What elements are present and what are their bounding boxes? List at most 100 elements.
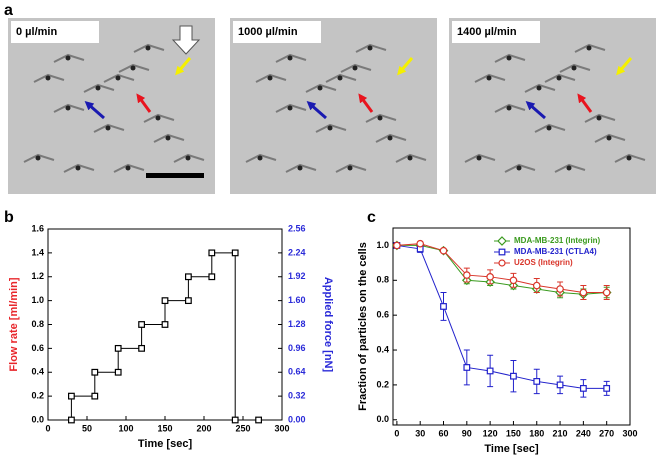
plot-frame [392, 227, 631, 426]
cell [315, 123, 347, 133]
particle [476, 155, 482, 161]
y-tick-label: 1.6 [31, 223, 44, 233]
particle [287, 105, 293, 111]
particle [486, 75, 492, 81]
point [393, 241, 401, 250]
x-tick-label: 60 [439, 428, 449, 438]
y2-tick-label: 0.00 [288, 414, 306, 424]
point [463, 364, 471, 371]
cell [23, 153, 55, 163]
particle [155, 115, 161, 121]
point [208, 273, 216, 281]
cell [118, 63, 150, 73]
particle [571, 65, 577, 71]
y-tick-label: 0.2 [376, 379, 389, 389]
cell [544, 73, 576, 83]
particle [165, 135, 171, 141]
particle [65, 55, 71, 61]
cell [494, 53, 526, 63]
cell [464, 153, 496, 163]
legend-marker [498, 259, 506, 267]
particle [606, 135, 612, 141]
particle [347, 165, 353, 171]
label-box [452, 21, 540, 43]
label-box [233, 21, 321, 43]
point [532, 281, 541, 290]
particle [257, 155, 263, 161]
y-tick-label: 0.0 [31, 414, 44, 424]
x-tick-label: 120 [483, 428, 498, 438]
cell [33, 73, 65, 83]
point [138, 321, 146, 328]
point [231, 416, 239, 424]
y2-tick-label: 2.56 [288, 223, 306, 233]
x-tick-label: 210 [553, 428, 568, 438]
particle [546, 125, 552, 131]
cell [335, 163, 367, 173]
point [231, 249, 239, 257]
cell [173, 153, 205, 163]
cell [153, 133, 185, 143]
panel-label: c [367, 209, 376, 226]
legend-marker [497, 236, 507, 246]
x-tick-label: 250 [235, 423, 250, 433]
y2-tick-label: 0.96 [288, 343, 306, 353]
arrow [577, 93, 593, 113]
point [556, 285, 564, 293]
image-label: 0 µl/min [16, 26, 57, 38]
label-box [11, 21, 99, 43]
cell [245, 153, 277, 163]
micrograph [449, 18, 656, 194]
x-tick-label: 50 [82, 423, 92, 433]
panel-label: b [4, 209, 14, 226]
y-tick-label: 0.4 [31, 367, 44, 377]
point [91, 368, 99, 376]
x-tick-label: 300 [622, 428, 637, 438]
panel-label: a [4, 2, 13, 19]
cell [113, 163, 145, 173]
particle [35, 155, 41, 161]
particle [566, 165, 572, 171]
point [486, 367, 494, 375]
image-label: 1000 µl/min [238, 26, 298, 38]
y2-tick-label: 1.92 [288, 271, 306, 281]
cell [395, 153, 427, 163]
cell [355, 43, 387, 53]
scale-bar [146, 173, 204, 178]
particle [377, 115, 383, 121]
x-tick-label: 90 [462, 428, 472, 438]
point [556, 381, 564, 389]
point [255, 416, 263, 424]
particle [287, 55, 293, 61]
cell [285, 163, 317, 173]
x-tick-label: 30 [415, 428, 425, 438]
cell [53, 53, 85, 63]
x-tick-label: 100 [118, 423, 133, 433]
point [208, 249, 216, 257]
cell [534, 123, 566, 133]
cell [504, 163, 536, 173]
particle [407, 155, 413, 161]
particle [596, 115, 602, 121]
cell [375, 133, 407, 143]
x-tick-label: 0 [394, 428, 399, 438]
y-tick-label: 1.0 [31, 295, 44, 305]
point [161, 297, 169, 305]
point [114, 344, 122, 352]
x-axis-label: Time [sec] [138, 438, 193, 450]
cell [255, 73, 287, 83]
point [161, 321, 169, 328]
legend-label: MDA-MB-231 (CTLA4) [514, 247, 597, 256]
particle [536, 85, 542, 91]
y2-tick-label: 0.32 [288, 391, 306, 401]
y2-tick-label: 0.64 [288, 367, 306, 377]
point [603, 384, 611, 392]
arrow [84, 101, 105, 120]
x-tick-label: 300 [274, 423, 289, 433]
arrow [358, 93, 374, 113]
point [185, 273, 192, 281]
x-tick-label: 150 [157, 423, 172, 433]
particle [352, 65, 358, 71]
particle [297, 165, 303, 171]
